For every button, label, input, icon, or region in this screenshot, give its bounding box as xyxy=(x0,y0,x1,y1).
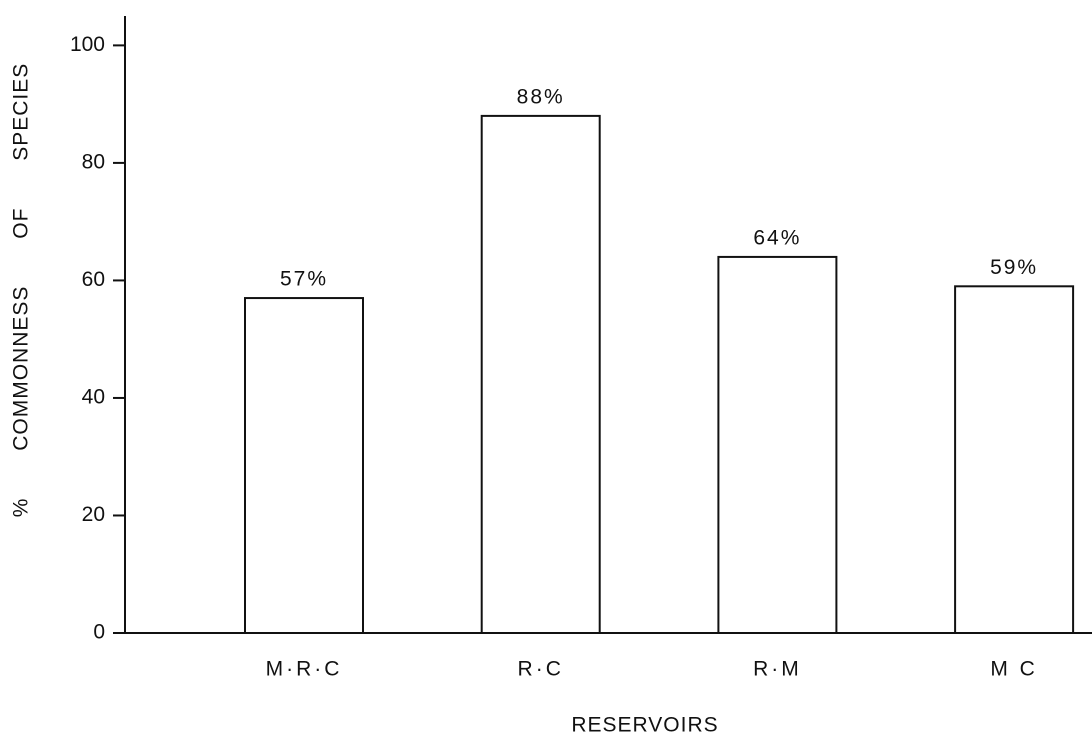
value-label: 59% xyxy=(990,256,1038,279)
x-axis-label: RESERVOIRS xyxy=(571,714,718,737)
y-tick-label: 40 xyxy=(82,385,105,408)
bar xyxy=(717,255,838,634)
bar xyxy=(480,114,601,634)
y-tick-label: 20 xyxy=(82,503,105,526)
bar xyxy=(954,285,1075,634)
y-tick-label: 100 xyxy=(70,33,105,56)
y-tick-label: 0 xyxy=(93,621,105,644)
value-label: 57% xyxy=(280,268,328,291)
x-tick-label: M C xyxy=(990,658,1038,681)
x-tick-label: M·R·C xyxy=(266,658,343,681)
value-label: 88% xyxy=(517,85,565,108)
x-tick-label: R·C xyxy=(518,658,564,681)
bar xyxy=(244,297,364,634)
y-tick-label: 80 xyxy=(82,150,105,173)
x-tick-label: R·M xyxy=(753,658,802,681)
y-tick-label: 60 xyxy=(82,268,105,291)
y-axis-label: % COMMONNESS OF SPECIES xyxy=(10,63,33,518)
value-label: 64% xyxy=(753,226,801,249)
